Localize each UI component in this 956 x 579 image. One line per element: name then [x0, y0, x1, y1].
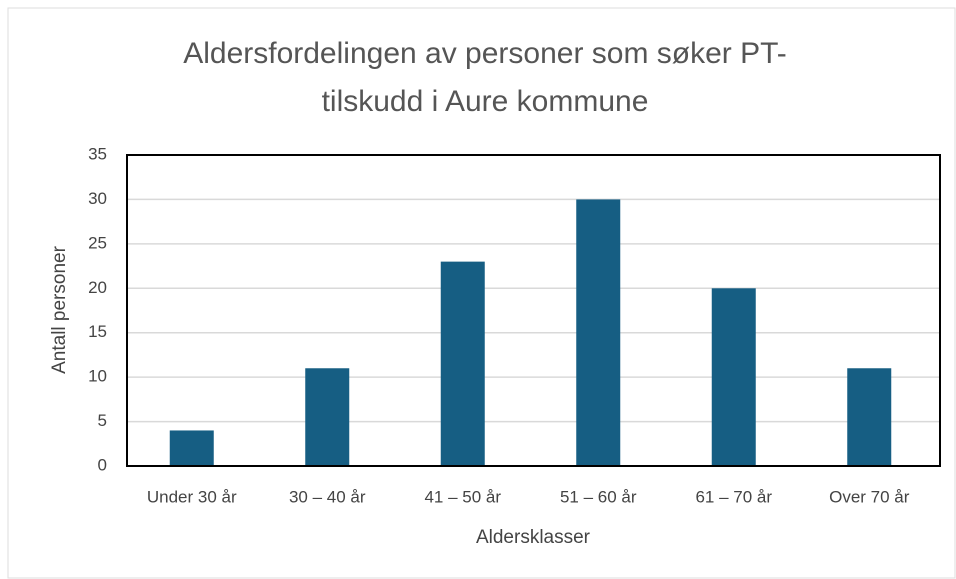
- bar: [440, 261, 485, 466]
- y-tick-label: 5: [98, 411, 107, 430]
- y-axis-label: Antall personer: [49, 245, 70, 373]
- bar: [847, 368, 892, 466]
- plot-border: [126, 154, 941, 467]
- y-tick-label: 35: [88, 144, 107, 163]
- bar: [305, 368, 350, 466]
- y-tick-label: 30: [88, 189, 107, 208]
- y-tick-label: 0: [98, 455, 107, 474]
- y-tick-label: 10: [88, 367, 107, 386]
- y-tick-label: 20: [88, 278, 107, 297]
- y-tick-label: 25: [88, 233, 107, 252]
- x-tick-label: 51 – 60 år: [560, 487, 637, 506]
- x-tick-label: 30 – 40 år: [289, 487, 366, 506]
- frame: [7, 7, 956, 579]
- x-tick-label: 61 – 70 år: [695, 487, 772, 506]
- x-tick-label: Under 30 år: [147, 487, 237, 506]
- y-tick-label: 15: [88, 322, 107, 341]
- x-tick-label: Over 70 år: [829, 487, 910, 506]
- chart-title: Aldersfordelingen av personer som søker …: [183, 37, 787, 118]
- bar: [169, 430, 214, 466]
- bar: [576, 199, 621, 466]
- bar: [711, 288, 756, 466]
- x-axis-label: Aldersklasser: [476, 527, 591, 548]
- x-tick-label: 41 – 50 år: [424, 487, 501, 506]
